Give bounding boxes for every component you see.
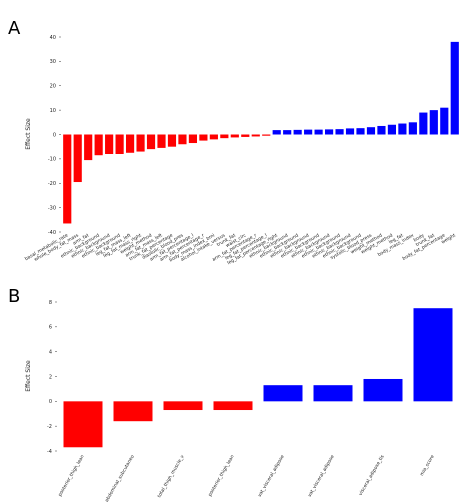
panel-b-ytick-label: 8 [49,300,52,306]
panel-a-bar [387,124,397,135]
panel-a-bar [304,129,313,135]
panel-a-bar [419,112,428,135]
panel-a-bar [73,134,82,183]
panel-b-chart: B Effect Size -4 -2 0 2 4 6 8 posterior_thigh_l… [8,286,453,503]
panel-a-ytick-label: 10 [50,108,56,114]
panel-b-ytick-label: 2 [49,374,52,380]
panel-a-bar [178,134,187,145]
panel-b-category-label: total_thigh_muscle_v [156,454,186,499]
panel-a-bar [63,134,72,224]
panel-b-ytick-label: 6 [49,325,52,331]
panel-a-bar [272,130,281,135]
panel-a-bar [335,129,344,135]
panel-a-bar [450,41,459,135]
panel-a-category-label: body [412,232,425,243]
panel-a-ytick-label: -30 [48,205,56,211]
panel-a-bar [262,134,271,136]
panel-a-bar [230,134,239,138]
panel-a-bar [115,134,124,154]
panel-b-ytick-label: -4 [47,449,52,455]
panel-a-bar [209,134,218,140]
panel-b-category-label: abdominal_subcutaneo [104,454,136,503]
panel-b-bar [213,401,253,411]
panel-b-bar [263,385,303,402]
panel-a-letter: A [8,18,21,39]
panel-b-bar [163,401,203,411]
panel-a-bar [241,134,250,137]
panel-b-bar [413,308,453,402]
panel-a-bar [356,128,365,135]
panel-b-ylabel: Effect Size [25,360,32,392]
panel-b-bar [363,378,403,402]
panel-a-bar [167,134,177,147]
panel-a-bar [408,122,417,135]
panel-b-letter: B [8,286,20,307]
panel-a-bar [345,128,355,135]
panel-a-chart: A Effect Size -40-30-20-10010203040basal… [8,18,459,266]
panel-b-category-label: mia_score [419,454,436,477]
panel-b-category-label: posterior_thigh_lean [207,454,236,498]
panel-a-bar [324,129,334,135]
panel-b-category-label: visceral_adipose_tis [358,453,386,496]
panel-a-bar [146,134,156,150]
panel-b-category-label: vat_visceral_adipose [257,454,286,498]
panel-a-bar [188,134,198,144]
panel-a-bar [105,134,114,154]
panel-a-ytick-label: 30 [50,59,56,65]
panel-a-ytick-label: 0 [53,132,56,138]
panel-a-ylabel: Effect Size [25,118,32,150]
panel-a-bar [293,129,302,135]
panel-b-bar [113,401,153,422]
panel-a-ytick-label: -10 [48,157,56,163]
panel-a-bar [136,134,145,152]
panel-a-bar [377,125,386,135]
panel-b-ytick-label: -2 [47,424,52,430]
panel-a-bar [220,134,229,139]
panel-a-bar [199,134,208,141]
panel-b-bar [313,385,353,402]
panel-a-bar [366,127,376,135]
panel-a-ytick-label: -20 [48,181,56,187]
panel-b-bar [63,401,103,448]
panel-a-ytick-label: 20 [50,84,56,90]
panel-a-bar [440,107,449,135]
panel-b-ytick-label: 4 [49,349,52,355]
panel-b-ytick-label: 0 [49,399,52,405]
panel-a-bar [398,123,407,135]
panel-b-category-label: vat_visceral_adipose [307,454,336,498]
panel-b-category-label: posterior_thigh_lean [57,454,86,498]
panel-a-bar [125,134,135,153]
panel-a-ytick-label: 40 [50,35,56,41]
panel-a-bar [157,134,166,148]
panel-a-bar [251,134,260,137]
panel-a-ytick-label: -40 [48,230,56,236]
panel-a-bar [314,129,323,135]
panel-a-bar [94,134,103,156]
panel-a-bar [283,130,292,135]
panel-a-bar [84,134,93,161]
panel-a-bar [429,110,438,135]
